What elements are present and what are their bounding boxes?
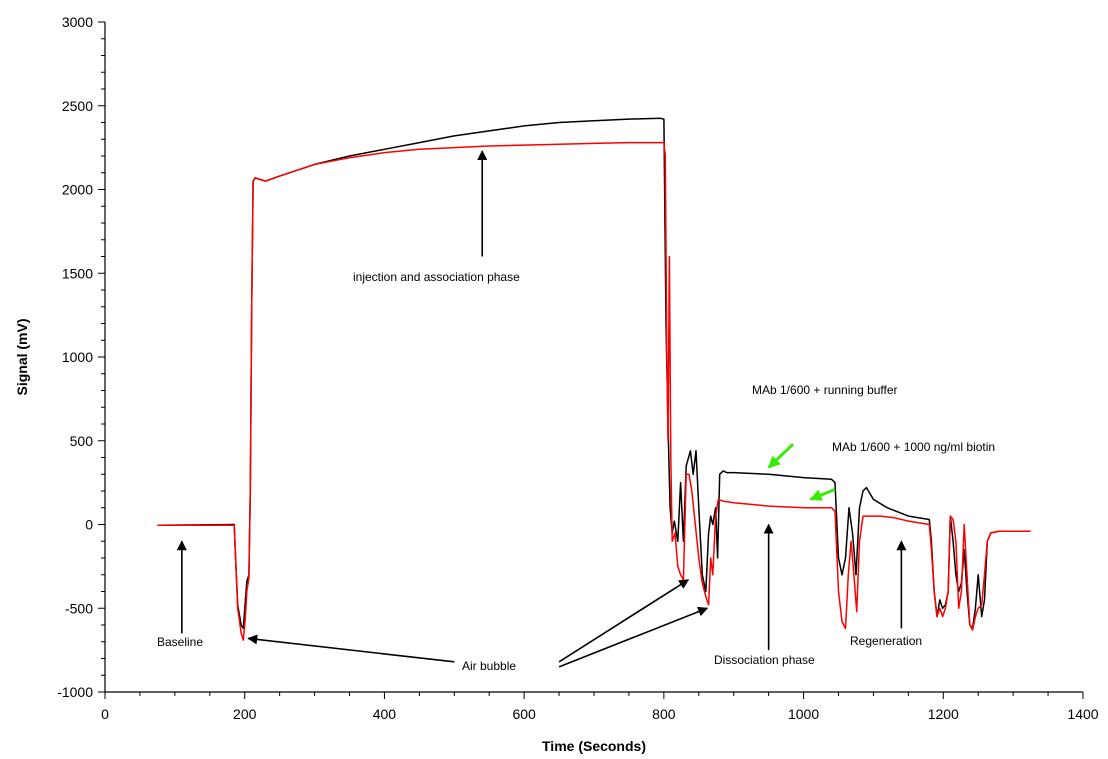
- y-tick-label: 1000: [62, 349, 93, 365]
- annotation-arrow: [767, 443, 795, 469]
- annotation-arrow: [558, 579, 690, 663]
- annotation-arrow: [247, 634, 455, 663]
- annotation-regeneration: Regeneration: [850, 634, 922, 648]
- y-axis-title: Signal (mV): [14, 318, 30, 395]
- annotation-arrows: [176, 149, 907, 668]
- x-tick-label: 600: [512, 706, 536, 722]
- series-line-black: [157, 117, 1031, 630]
- y-tick-label: 2500: [62, 98, 93, 114]
- annotation-running-buffer: MAb 1/600 + running buffer: [752, 383, 898, 397]
- y-tick-label: 1500: [62, 265, 93, 281]
- x-tick-label: 800: [652, 706, 676, 722]
- x-tick-label: 200: [233, 706, 257, 722]
- series-line-red: [157, 141, 1031, 641]
- x-tick-label: 1200: [928, 706, 959, 722]
- annotation-injection: injection and association phase: [353, 270, 520, 284]
- annotations: Baseline injection and association phase…: [157, 270, 995, 673]
- annotation-arrow: [809, 487, 836, 501]
- ticks: [98, 21, 1084, 699]
- annotation-biotin: MAb 1/600 + 1000 ng/ml biotin: [832, 440, 995, 454]
- annotation-arrow: [558, 606, 709, 668]
- y-tick-label: 500: [70, 433, 94, 449]
- x-axis-title: Time (Seconds): [542, 738, 646, 754]
- x-tick-label: 0: [101, 706, 109, 722]
- y-tick-label: -500: [65, 600, 93, 616]
- y-tick-label: 3000: [62, 14, 93, 30]
- annotation-dissociation: Dissociation phase: [714, 653, 815, 667]
- x-tick-label: 1000: [788, 706, 819, 722]
- y-tick-label: -1000: [57, 684, 93, 700]
- annotation-baseline: Baseline: [157, 635, 203, 649]
- series-group: [157, 117, 1031, 641]
- y-tick-label: 2000: [62, 182, 93, 198]
- x-tick-label: 400: [373, 706, 397, 722]
- annotation-air-bubble: Air bubble: [462, 659, 516, 673]
- tick-labels: 0 200 400 600 800 1000 1200 1400 -1000 -500 0 500 10…: [57, 14, 1099, 722]
- y-tick-label: 0: [85, 517, 93, 533]
- x-tick-label: 1400: [1067, 706, 1098, 722]
